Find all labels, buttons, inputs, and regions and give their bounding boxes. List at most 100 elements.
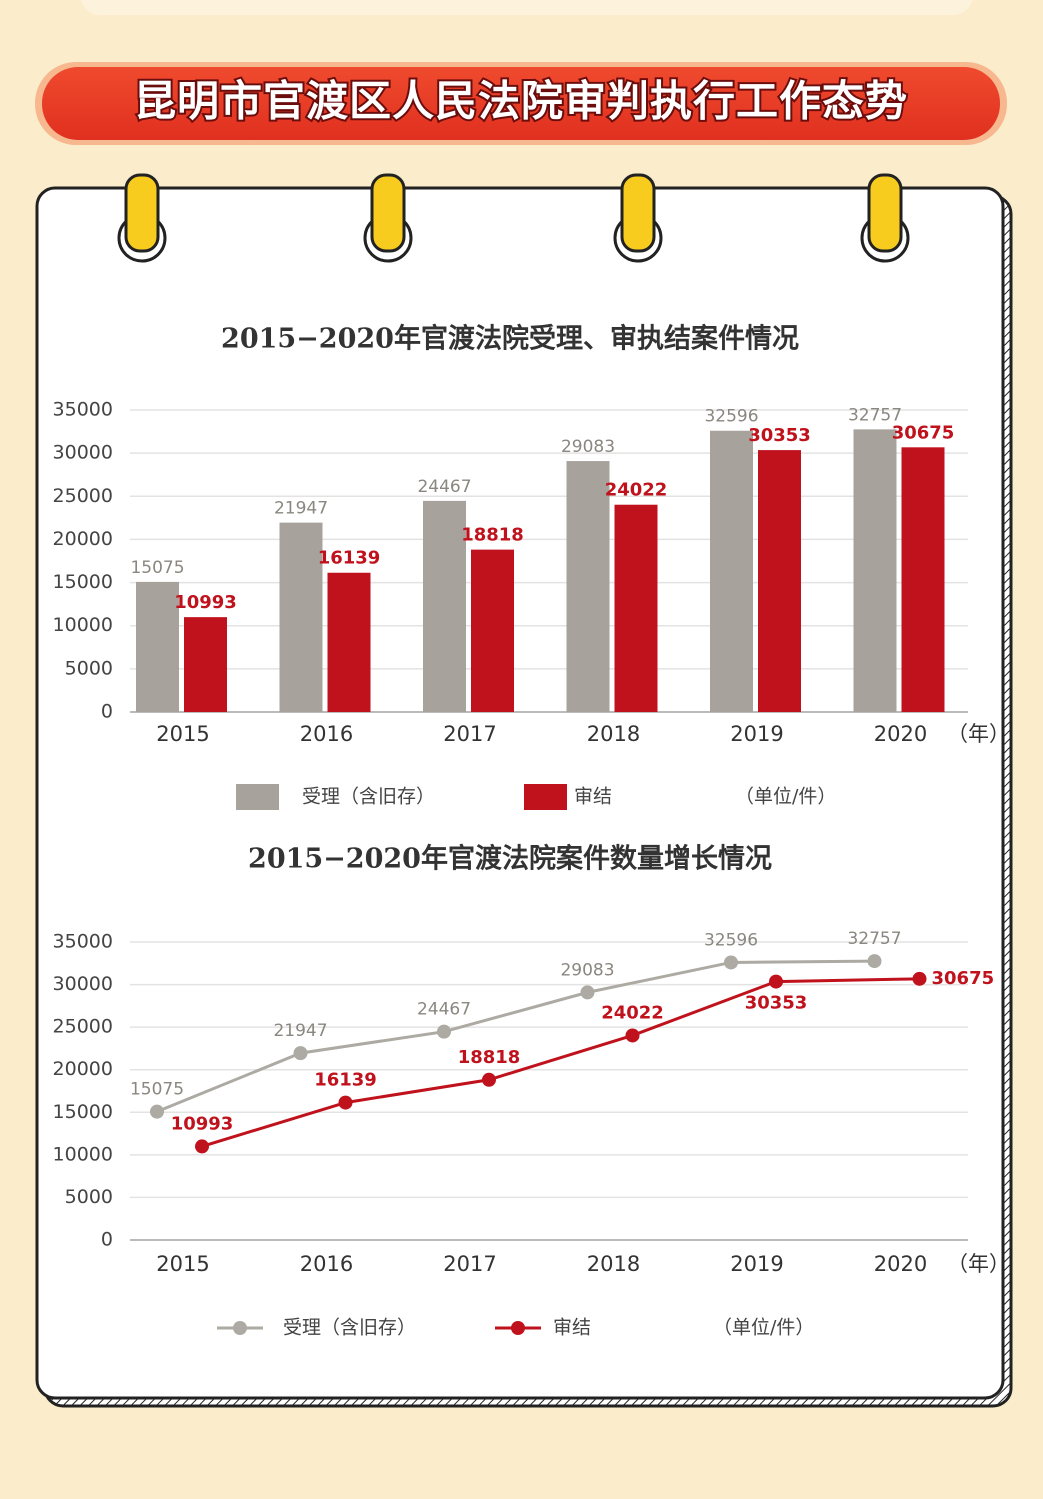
point bbox=[338, 1095, 353, 1110]
unit-note: （单位/件） bbox=[735, 786, 836, 808]
bar bbox=[614, 504, 658, 712]
unit-note: （单位/件） bbox=[713, 1317, 814, 1339]
bar bbox=[853, 429, 897, 712]
data-label: 32757 bbox=[847, 929, 901, 949]
data-label: 30675 bbox=[932, 968, 995, 989]
banner-title: 昆明市官渡区人民法院审判执行工作态势 bbox=[134, 77, 908, 126]
legend-label: 受理（含旧存） bbox=[283, 1317, 416, 1339]
x-unit: （年） bbox=[947, 1252, 1010, 1276]
data-label: 32596 bbox=[704, 930, 758, 950]
x-tick-label: 2020 bbox=[874, 1252, 927, 1276]
point bbox=[580, 985, 595, 1000]
y-tick-label: 5000 bbox=[65, 1186, 113, 1208]
legend-label: 审结 bbox=[553, 1317, 591, 1339]
data-label: 15075 bbox=[130, 1080, 184, 1100]
banner bbox=[42, 67, 1000, 140]
y-tick-label: 0 bbox=[101, 701, 113, 723]
data-label: 29083 bbox=[561, 437, 615, 457]
ring bbox=[370, 173, 406, 253]
point bbox=[195, 1139, 209, 1154]
y-tick-label: 30000 bbox=[53, 973, 113, 995]
legend-swatch bbox=[524, 784, 567, 810]
x-tick-label: 2016 bbox=[300, 1252, 353, 1276]
x-tick-label: 2015 bbox=[156, 722, 209, 746]
legend-swatch bbox=[236, 784, 279, 810]
x-tick-label: 2015 bbox=[156, 1252, 209, 1276]
legend-label: 审结 bbox=[574, 786, 612, 808]
bar bbox=[471, 549, 514, 712]
legend-label: 受理（含旧存） bbox=[302, 786, 435, 808]
y-tick-label: 35000 bbox=[53, 931, 113, 953]
y-tick-label: 35000 bbox=[53, 399, 113, 421]
chart-title: 2015−2020年官渡法院案件数量增长情况 bbox=[248, 843, 772, 875]
data-label: 32757 bbox=[848, 405, 902, 425]
ring bbox=[620, 173, 656, 253]
line bbox=[156, 959, 875, 1114]
data-label: 18818 bbox=[461, 525, 524, 546]
y-tick-label: 0 bbox=[101, 1229, 113, 1251]
bar bbox=[758, 450, 801, 712]
data-label: 24467 bbox=[417, 477, 471, 497]
data-label: 30353 bbox=[748, 425, 811, 446]
charts: 2015−2020年官渡法院受理、审执结案件情况 0 5000 10000 15000 2… bbox=[53, 323, 1010, 1339]
point bbox=[150, 1104, 164, 1119]
legend-point bbox=[233, 1321, 247, 1335]
point bbox=[437, 1024, 451, 1039]
point bbox=[625, 1028, 640, 1043]
top-card bbox=[80, 0, 973, 15]
x-unit: （年） bbox=[947, 722, 1010, 746]
x-tick-label: 2020 bbox=[874, 722, 927, 746]
data-label: 10993 bbox=[171, 1113, 234, 1134]
data-label: 18818 bbox=[458, 1047, 521, 1068]
data-label: 29083 bbox=[560, 960, 614, 980]
bar bbox=[136, 581, 179, 712]
y-tick-label: 20000 bbox=[53, 528, 113, 550]
y-tick-label: 20000 bbox=[53, 1058, 113, 1080]
bar bbox=[423, 500, 466, 712]
point bbox=[867, 954, 882, 969]
bar bbox=[327, 572, 371, 712]
legend-point bbox=[511, 1321, 525, 1335]
x-tick-label: 2018 bbox=[587, 1252, 640, 1276]
chart-title: 2015−2020年官渡法院受理、审执结案件情况 bbox=[221, 323, 799, 355]
data-label: 21947 bbox=[274, 499, 328, 519]
x-tick-label: 2016 bbox=[300, 722, 353, 746]
data-label: 32596 bbox=[704, 407, 758, 427]
bar bbox=[184, 617, 227, 712]
y-tick-label: 10000 bbox=[53, 1143, 113, 1165]
bar bbox=[566, 461, 610, 712]
data-label: 15075 bbox=[130, 558, 184, 578]
point bbox=[293, 1046, 308, 1061]
y-tick-label: 30000 bbox=[53, 442, 113, 464]
x-tick-label: 2017 bbox=[443, 1252, 496, 1276]
x-tick-label: 2018 bbox=[587, 722, 640, 746]
y-tick-label: 25000 bbox=[53, 1016, 113, 1038]
y-tick-label: 5000 bbox=[65, 657, 113, 679]
bar bbox=[901, 447, 945, 712]
rings bbox=[117, 173, 910, 263]
point bbox=[769, 974, 783, 989]
y-tick-label: 15000 bbox=[53, 571, 113, 593]
data-label: 10993 bbox=[174, 592, 237, 613]
data-label: 24022 bbox=[601, 1002, 664, 1023]
data-label: 24022 bbox=[605, 480, 668, 501]
bar bbox=[279, 522, 323, 712]
line bbox=[201, 977, 920, 1148]
x-tick-label: 2019 bbox=[730, 1252, 783, 1276]
x-tick-label: 2017 bbox=[443, 722, 496, 746]
point bbox=[482, 1072, 496, 1087]
data-label: 30675 bbox=[892, 422, 955, 443]
y-tick-label: 25000 bbox=[53, 485, 113, 507]
data-label: 21947 bbox=[273, 1021, 327, 1041]
data-label: 16139 bbox=[318, 548, 381, 569]
y-tick-label: 10000 bbox=[53, 614, 113, 636]
point bbox=[912, 971, 927, 986]
ring bbox=[124, 173, 160, 253]
x-tick-label: 2019 bbox=[730, 722, 783, 746]
data-label: 24467 bbox=[417, 1000, 471, 1020]
bar bbox=[710, 430, 753, 712]
y-tick-label: 15000 bbox=[53, 1101, 113, 1123]
ring bbox=[867, 173, 903, 253]
data-label: 30353 bbox=[745, 993, 808, 1014]
